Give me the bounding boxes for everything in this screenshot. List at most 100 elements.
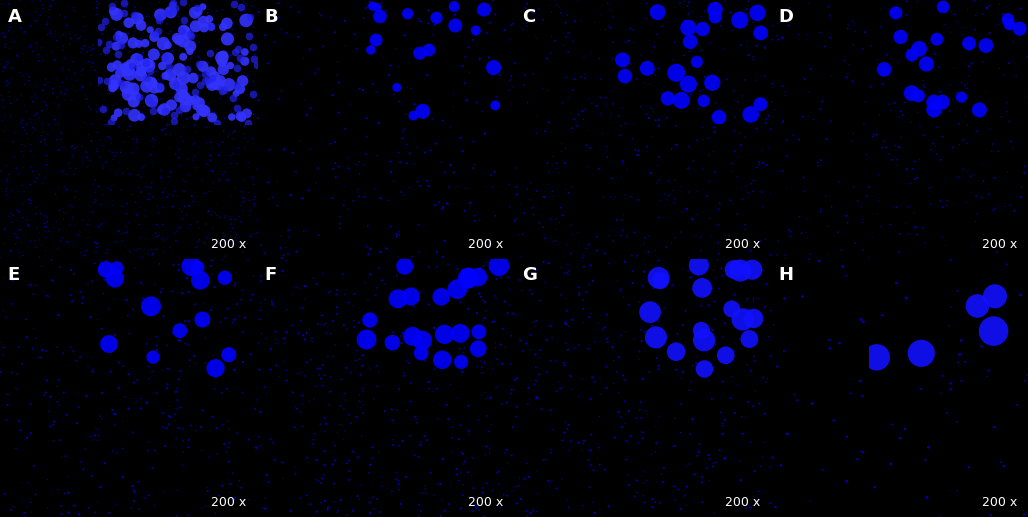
Point bbox=[764, 22, 780, 30]
Point bbox=[652, 89, 668, 98]
Point bbox=[429, 385, 445, 393]
Point bbox=[363, 365, 379, 373]
Point bbox=[0, 185, 14, 193]
Point bbox=[466, 484, 482, 492]
Point bbox=[23, 498, 39, 507]
Point bbox=[94, 325, 110, 333]
Text: 200 x: 200 x bbox=[726, 238, 761, 251]
Point bbox=[198, 74, 215, 83]
Point bbox=[609, 277, 625, 285]
Point bbox=[382, 62, 399, 70]
Point bbox=[32, 209, 48, 218]
Point bbox=[226, 237, 243, 245]
Point bbox=[362, 0, 378, 6]
Point bbox=[933, 389, 950, 398]
Point bbox=[52, 88, 69, 96]
Point bbox=[223, 114, 240, 123]
Point bbox=[81, 43, 98, 51]
Point bbox=[472, 264, 488, 272]
Point bbox=[681, 188, 697, 196]
Point bbox=[191, 235, 208, 244]
Point bbox=[131, 505, 147, 513]
Point bbox=[396, 369, 412, 377]
Point bbox=[514, 24, 530, 33]
Point bbox=[112, 258, 128, 267]
Point bbox=[15, 163, 32, 172]
Point bbox=[4, 276, 21, 284]
Point bbox=[0, 63, 12, 71]
Point bbox=[891, 230, 908, 238]
Point bbox=[80, 57, 97, 66]
Point bbox=[199, 3, 216, 11]
Point bbox=[523, 179, 540, 187]
Point bbox=[854, 392, 871, 400]
Point bbox=[920, 443, 937, 451]
Point bbox=[297, 282, 314, 291]
Point bbox=[747, 70, 764, 78]
Point bbox=[711, 348, 728, 356]
Point bbox=[605, 357, 622, 365]
Point bbox=[314, 11, 330, 20]
Point bbox=[486, 292, 503, 300]
Point bbox=[478, 258, 494, 266]
Point bbox=[987, 205, 1003, 213]
Point bbox=[682, 76, 698, 84]
Point bbox=[61, 159, 77, 168]
Point bbox=[109, 85, 125, 93]
Point bbox=[791, 135, 807, 144]
Point bbox=[348, 413, 365, 421]
Point bbox=[310, 65, 327, 73]
Point bbox=[189, 218, 206, 226]
Point bbox=[37, 139, 53, 147]
Point bbox=[119, 126, 136, 134]
Point bbox=[76, 22, 93, 31]
Point bbox=[5, 270, 22, 279]
Point bbox=[39, 476, 56, 484]
Point bbox=[508, 215, 524, 223]
Point bbox=[724, 26, 740, 35]
Point bbox=[930, 63, 947, 71]
Point bbox=[84, 208, 101, 216]
Point bbox=[234, 86, 251, 94]
Point bbox=[604, 13, 621, 21]
Point bbox=[595, 325, 612, 333]
Point bbox=[195, 239, 212, 247]
Point bbox=[523, 290, 540, 298]
Point bbox=[126, 3, 143, 11]
Point bbox=[30, 234, 46, 242]
Point bbox=[889, 156, 906, 164]
Point bbox=[15, 29, 32, 37]
Point bbox=[331, 79, 347, 87]
Point bbox=[66, 144, 82, 153]
Point bbox=[8, 385, 25, 393]
Point bbox=[154, 366, 171, 374]
Point bbox=[199, 487, 216, 495]
Point bbox=[922, 200, 939, 208]
Point bbox=[909, 223, 925, 231]
Point bbox=[140, 190, 156, 198]
Point bbox=[672, 428, 689, 436]
Point bbox=[440, 357, 456, 365]
Point bbox=[974, 193, 990, 202]
Point bbox=[0, 253, 9, 262]
Point bbox=[665, 442, 682, 450]
Point bbox=[560, 503, 577, 511]
Point bbox=[473, 293, 489, 301]
Point bbox=[631, 298, 648, 307]
Point bbox=[144, 249, 160, 257]
Point bbox=[230, 84, 247, 92]
Point bbox=[130, 136, 146, 145]
Point bbox=[895, 37, 912, 45]
Point bbox=[104, 85, 120, 93]
Point bbox=[301, 325, 318, 333]
Point bbox=[82, 156, 99, 164]
Point bbox=[724, 167, 740, 175]
Point bbox=[157, 246, 174, 254]
Point bbox=[120, 370, 137, 378]
Point bbox=[154, 284, 171, 293]
Point bbox=[445, 90, 462, 99]
Point bbox=[530, 354, 547, 362]
Point bbox=[335, 321, 352, 329]
Point bbox=[240, 138, 256, 146]
Point bbox=[260, 59, 277, 68]
